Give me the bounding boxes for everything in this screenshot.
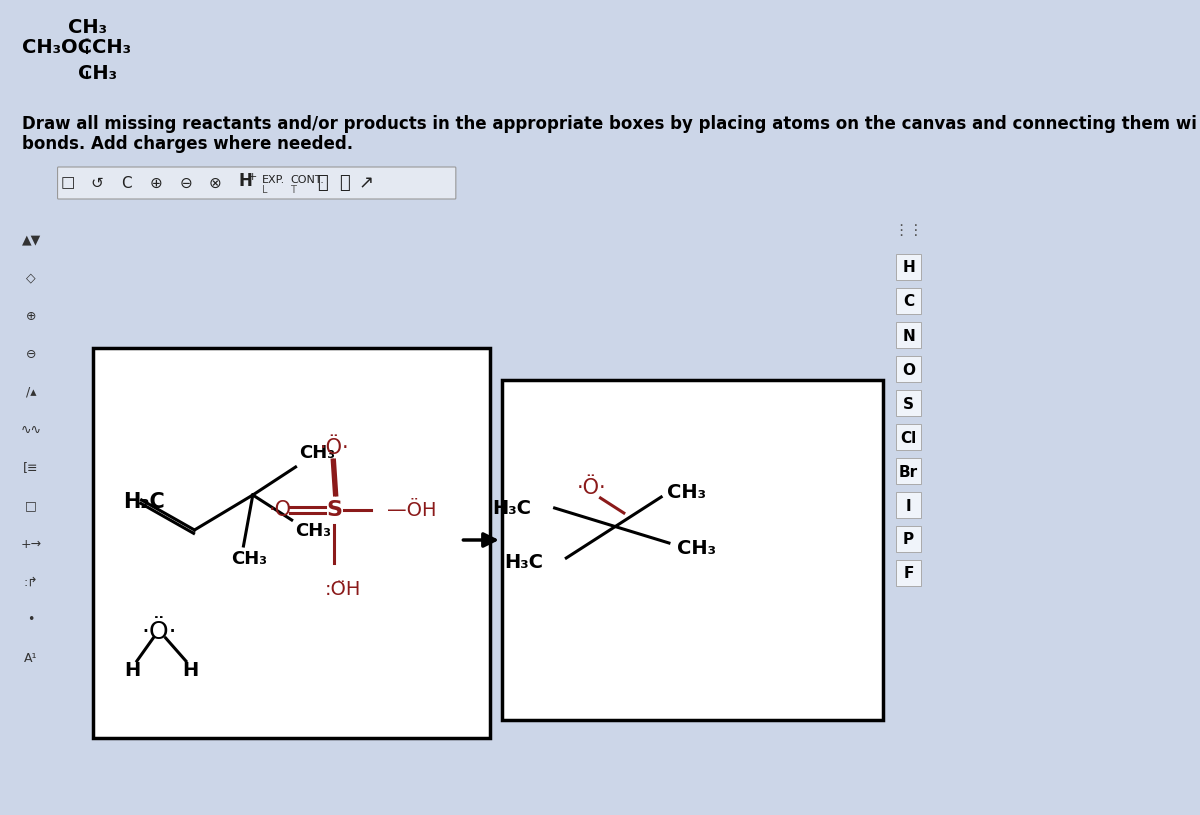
FancyBboxPatch shape — [896, 356, 920, 382]
Text: :ÖH: :ÖH — [325, 580, 361, 599]
Text: ↺: ↺ — [91, 175, 103, 191]
Text: C: C — [121, 175, 132, 191]
Text: ◇: ◇ — [26, 271, 36, 284]
Text: :↱: :↱ — [24, 575, 38, 588]
Text: CH₃OĊCH₃: CH₃OĊCH₃ — [22, 38, 131, 57]
Text: CH₃: CH₃ — [677, 539, 715, 557]
Text: ·Ö·: ·Ö· — [142, 620, 178, 644]
FancyBboxPatch shape — [896, 390, 920, 416]
Text: ⊕: ⊕ — [26, 310, 36, 323]
Text: I: I — [906, 499, 911, 513]
Text: Cl: Cl — [900, 430, 917, 446]
FancyBboxPatch shape — [896, 526, 920, 552]
Text: H₃C: H₃C — [504, 553, 542, 572]
Text: CH₃: CH₃ — [667, 482, 706, 501]
Text: Draw all missing reactants and/or products in the appropriate boxes by placing a: Draw all missing reactants and/or produc… — [22, 115, 1196, 133]
Bar — [502, 380, 883, 720]
Text: ▲▼: ▲▼ — [22, 234, 41, 246]
Text: EXP.: EXP. — [262, 175, 286, 185]
Text: CONT.: CONT. — [290, 175, 324, 185]
FancyBboxPatch shape — [896, 560, 920, 586]
Text: N: N — [902, 328, 914, 343]
Text: ⊕: ⊕ — [150, 175, 163, 191]
Text: H₂C: H₂C — [122, 492, 164, 512]
Text: [≡: [≡ — [23, 461, 38, 474]
Text: ⊖: ⊖ — [26, 347, 36, 360]
Text: □: □ — [25, 500, 37, 513]
Text: T: T — [290, 185, 296, 195]
Text: •: • — [28, 614, 35, 627]
Text: H: H — [124, 662, 140, 681]
Text: H: H — [902, 261, 914, 275]
Text: +→: +→ — [20, 538, 42, 550]
Text: ·Ö·: ·Ö· — [319, 438, 349, 458]
Text: P: P — [902, 532, 914, 548]
Text: F: F — [904, 566, 913, 581]
FancyBboxPatch shape — [896, 288, 920, 314]
Text: CH₃: CH₃ — [67, 18, 107, 37]
FancyBboxPatch shape — [896, 458, 920, 484]
Text: □: □ — [60, 175, 74, 191]
FancyBboxPatch shape — [896, 492, 920, 518]
Text: C: C — [902, 294, 914, 310]
FancyBboxPatch shape — [896, 322, 920, 348]
Text: ⊖: ⊖ — [180, 175, 192, 191]
Text: S: S — [904, 397, 914, 412]
Text: ↗: ↗ — [359, 174, 374, 192]
Text: ⓘ: ⓘ — [318, 174, 328, 192]
Text: ⊗: ⊗ — [209, 175, 222, 191]
Text: ·Ö·: ·Ö· — [576, 478, 606, 498]
Text: ⋮⋮: ⋮⋮ — [893, 222, 924, 237]
Text: L: L — [262, 185, 268, 195]
Text: CH₃: CH₃ — [78, 64, 116, 83]
Text: O: O — [902, 363, 916, 377]
Text: CH₃: CH₃ — [295, 522, 331, 540]
FancyBboxPatch shape — [896, 424, 920, 450]
FancyBboxPatch shape — [896, 254, 920, 280]
Text: ∿∿: ∿∿ — [20, 424, 42, 437]
Text: CH₃: CH₃ — [300, 444, 336, 462]
Text: S: S — [326, 500, 342, 520]
Text: H: H — [182, 662, 199, 681]
Text: —ÖH: —ÖH — [386, 500, 436, 519]
Text: H₃C: H₃C — [492, 499, 532, 518]
Text: Br: Br — [899, 465, 918, 479]
Bar — [94, 348, 490, 738]
FancyBboxPatch shape — [58, 167, 456, 199]
Text: A¹: A¹ — [24, 651, 38, 664]
Text: H: H — [238, 172, 252, 190]
Text: ❓: ❓ — [340, 174, 350, 192]
Text: /▴: /▴ — [26, 385, 36, 399]
Text: ·O: ·O — [269, 500, 292, 520]
Text: +: + — [247, 172, 257, 182]
Text: bonds. Add charges where needed.: bonds. Add charges where needed. — [22, 135, 353, 153]
Text: CH₃: CH₃ — [232, 550, 268, 568]
